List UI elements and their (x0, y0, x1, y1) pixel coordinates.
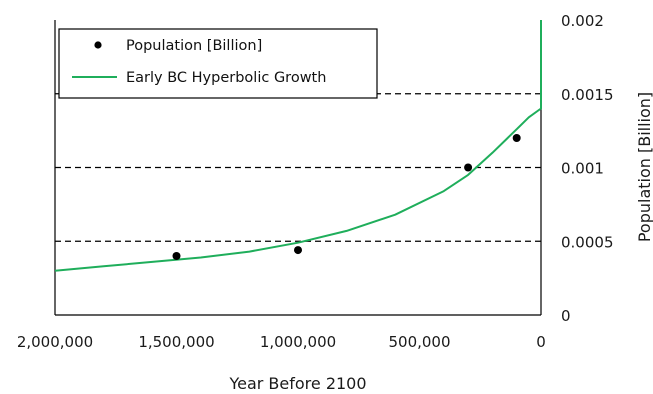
population-point-2 (464, 163, 473, 172)
legend-label-population: Population [Billion] (126, 38, 262, 54)
y-tick-label-4: 0.002 (561, 12, 604, 30)
population-point-1 (294, 246, 302, 255)
legend-marker-population (94, 41, 102, 49)
y-tick-label-1: 0.0005 (561, 233, 614, 251)
population-point-3 (512, 134, 521, 142)
y-tick-labels: 0 0.0005 0.001 0.0015 0.002 (561, 12, 614, 325)
hyperbolic-growth-line-series (54, 20, 542, 272)
legend-box (58, 28, 378, 99)
y-tick-label-2: 0.001 (561, 160, 604, 178)
y-axis-title: Population [Billion] (635, 92, 653, 242)
x-tick-label-2: 1,000,000 (260, 333, 336, 351)
x-tick-label-4: 0 (536, 333, 546, 351)
x-tick-label-1: 1,500,000 (138, 333, 214, 351)
population-point-0 (172, 252, 181, 260)
legend-label-hyperbolic: Early BC Hyperbolic Growth (126, 70, 326, 86)
legend: Population [Billion] Early BC Hyperbolic… (58, 28, 378, 99)
population-points-series (172, 134, 521, 260)
x-axis-title: Year Before 2100 (228, 374, 366, 393)
x-tick-labels: 2,000,000 1,500,000 1,000,000 500,000 0 (17, 333, 546, 351)
y-tick-label-3: 0.0015 (561, 86, 614, 104)
hyperbolic-growth-line (54, 20, 542, 272)
x-tick-label-3: 500,000 (388, 333, 450, 351)
y-tick-label-0: 0 (561, 307, 571, 325)
x-tick-label-0: 2,000,000 (17, 333, 93, 351)
